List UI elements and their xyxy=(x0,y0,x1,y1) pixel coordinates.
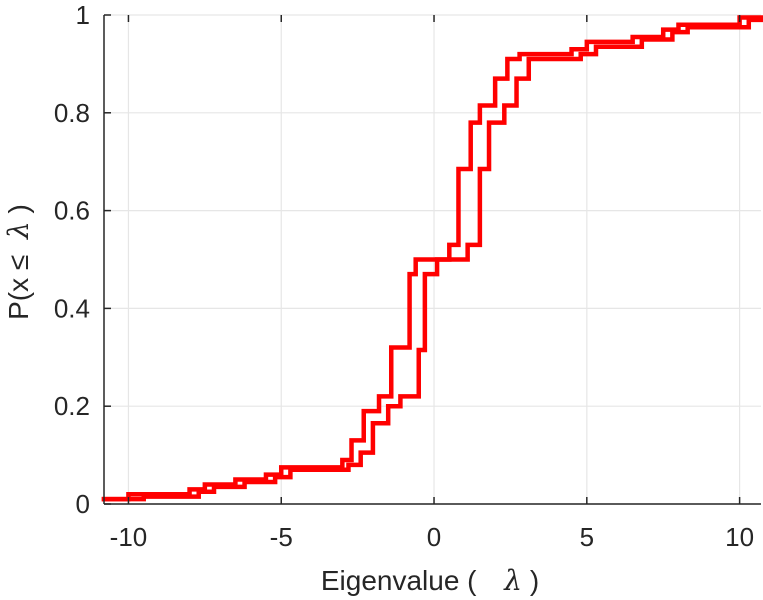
y-tick-label-3: 0.6 xyxy=(54,196,90,226)
y-axis-title-close: ) xyxy=(3,204,34,213)
ticks-layer: -10 -5 0 5 10 0 0.2 0.4 0.6 0.8 1 xyxy=(54,0,754,552)
x-tick-label-0: -10 xyxy=(110,522,148,552)
y-axis-title-symbol: λ xyxy=(2,221,35,240)
x-tick-label-4: 10 xyxy=(725,522,754,552)
x-tick-label-3: 5 xyxy=(580,522,594,552)
series-upper-bound xyxy=(101,15,763,502)
y-tick-label-1: 0.2 xyxy=(54,391,90,421)
x-axis-title-symbol: λ xyxy=(503,564,522,597)
axis-layer xyxy=(103,15,761,505)
y-axis-title-text: P(x ≤ xyxy=(3,255,34,320)
y-axis-title: P(x ≤ λ ) xyxy=(2,204,35,320)
y-tick-label-4: 0.8 xyxy=(54,98,90,128)
y-tick-label-5: 1 xyxy=(76,0,90,30)
series-layer xyxy=(101,15,763,502)
x-tick-label-1: -5 xyxy=(270,522,293,552)
x-axis-title-close: ) xyxy=(530,565,539,596)
y-tick-label-0: 0 xyxy=(76,489,90,519)
x-axis-title: Eigenvalue ( λ ) xyxy=(321,564,539,597)
series-lower-bound xyxy=(101,17,763,502)
x-tick-label-2: 0 xyxy=(427,522,441,552)
y-tick-label-2: 0.4 xyxy=(54,293,90,323)
x-axis-title-text: Eigenvalue ( xyxy=(321,565,477,596)
